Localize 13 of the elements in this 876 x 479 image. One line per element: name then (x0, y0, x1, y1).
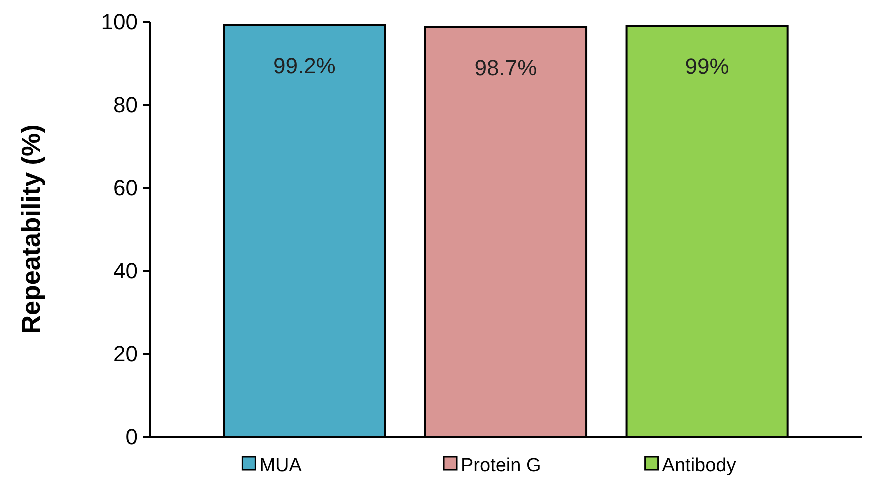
y-axis-title: Repeatability (%) (16, 124, 46, 334)
data-label: 98.7% (474, 55, 538, 80)
y-tick-label: 20 (114, 342, 138, 367)
y-tick-label: 100 (101, 10, 138, 35)
y-tick-label: 60 (114, 176, 138, 201)
legend-label: MUA (260, 456, 302, 477)
y-tick-label: 40 (114, 258, 138, 284)
y-tick-label: 0 (126, 424, 138, 450)
data-label: 99% (685, 54, 730, 80)
legend-label: Protein G (461, 456, 542, 477)
data-label: 99.2% (273, 53, 336, 78)
y-tick-label: 80 (114, 92, 138, 118)
legend-label: Antibody (662, 456, 737, 477)
